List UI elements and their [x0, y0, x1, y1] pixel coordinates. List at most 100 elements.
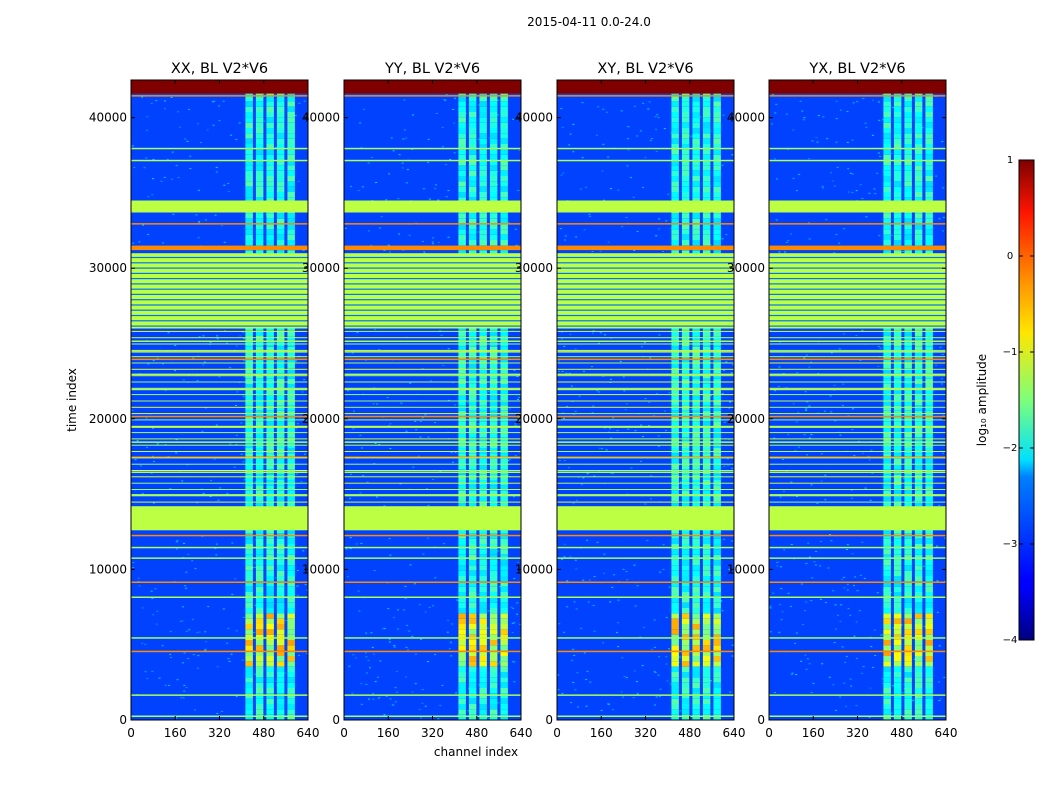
bright-cell	[287, 96, 295, 102]
bright-cell	[468, 480, 477, 486]
bright-cell	[671, 544, 679, 550]
noise-pixel	[633, 564, 636, 566]
bright-cell	[914, 192, 923, 198]
bright-cell	[255, 656, 264, 662]
bright-cell	[489, 154, 498, 160]
noise-pixel	[658, 656, 661, 658]
bright-cell	[671, 538, 679, 544]
x-tick-label: 640	[935, 726, 958, 740]
band-line	[769, 278, 946, 280]
bright-cell	[925, 421, 933, 427]
band-line	[344, 278, 521, 280]
bright-cell	[883, 581, 891, 587]
bright-cell	[479, 144, 487, 150]
bright-cell	[681, 96, 690, 102]
noise-pixel	[444, 99, 447, 101]
y-tick-label: 40000	[515, 111, 553, 125]
noise-pixel	[644, 157, 647, 159]
noise-pixel	[632, 196, 635, 198]
noise-pixel	[938, 504, 941, 506]
bright-cell	[914, 458, 923, 464]
time-line	[131, 441, 308, 443]
bright-cell	[489, 181, 498, 187]
band-line	[131, 256, 308, 259]
noise-pixel	[585, 186, 587, 188]
noise-pixel	[855, 657, 858, 659]
noise-pixel	[729, 691, 732, 693]
noise-pixel	[582, 477, 585, 479]
bright-cell	[702, 138, 711, 144]
bright-cell	[276, 538, 285, 544]
noise-pixel	[795, 674, 798, 675]
bright-cell	[500, 485, 508, 491]
noise-pixel	[254, 567, 257, 568]
bright-cell	[681, 101, 690, 107]
y-tick-label: 20000	[89, 412, 127, 426]
bright-cell	[489, 576, 498, 582]
bright-cell	[692, 608, 700, 614]
bright-cell	[500, 213, 508, 219]
bright-cell	[713, 597, 721, 603]
bright-cell	[255, 613, 264, 619]
bright-cell	[713, 192, 721, 198]
bright-cell	[458, 576, 466, 582]
noise-pixel	[790, 481, 793, 483]
noise-pixel	[616, 430, 619, 432]
dense-time-line	[557, 419, 734, 421]
bright-cell	[500, 458, 508, 464]
bright-cell	[904, 416, 912, 422]
noise-pixel	[845, 655, 848, 657]
dense-time-line	[557, 476, 734, 478]
time-line	[769, 95, 946, 97]
bright-cell	[893, 122, 902, 128]
bright-cell	[925, 650, 933, 656]
dense-time-line	[769, 489, 946, 490]
bright-cell	[883, 496, 891, 502]
bright-cell	[500, 474, 508, 480]
bright-cell	[671, 160, 679, 166]
noise-pixel	[183, 685, 186, 686]
bright-cell	[904, 581, 912, 587]
noise-pixel	[447, 399, 450, 401]
bright-cell	[681, 698, 690, 704]
noise-pixel	[204, 631, 207, 633]
dense-time-line	[131, 489, 308, 490]
dense-time-line	[131, 501, 308, 503]
bright-cell	[458, 144, 466, 150]
noise-pixel	[939, 346, 942, 348]
noise-pixel	[405, 676, 408, 678]
bright-cell	[287, 101, 295, 107]
noise-pixel	[869, 687, 872, 689]
bright-cell	[914, 405, 923, 411]
noise-pixel	[381, 628, 384, 630]
bright-cell	[925, 234, 933, 240]
noise-pixel	[183, 542, 185, 544]
bright-cell	[489, 240, 498, 246]
noise-pixel	[497, 702, 500, 704]
noise-pixel	[202, 492, 205, 494]
bright-cell	[713, 176, 721, 182]
bright-cell	[255, 480, 264, 486]
bright-cell	[702, 570, 711, 576]
bright-cell	[468, 336, 477, 342]
bright-cell	[713, 480, 721, 486]
noise-pixel	[699, 116, 702, 118]
bright-cell	[489, 384, 498, 390]
bright-cell	[692, 101, 700, 107]
bright-cell	[702, 618, 711, 624]
bright-cell	[468, 448, 477, 454]
bright-cell	[266, 549, 274, 555]
bright-cell	[681, 416, 690, 422]
y-tick-label: 20000	[727, 412, 765, 426]
noise-pixel	[572, 123, 575, 125]
bright-cell	[681, 528, 690, 534]
bright-cell	[681, 362, 690, 368]
bright-cell	[671, 192, 679, 198]
noise-pixel	[816, 503, 819, 504]
bright-cell	[255, 688, 264, 694]
noise-pixel	[588, 579, 591, 581]
time-line	[131, 373, 308, 376]
bright-cell	[925, 496, 933, 502]
bright-cell	[489, 112, 498, 118]
band-line	[131, 299, 308, 301]
